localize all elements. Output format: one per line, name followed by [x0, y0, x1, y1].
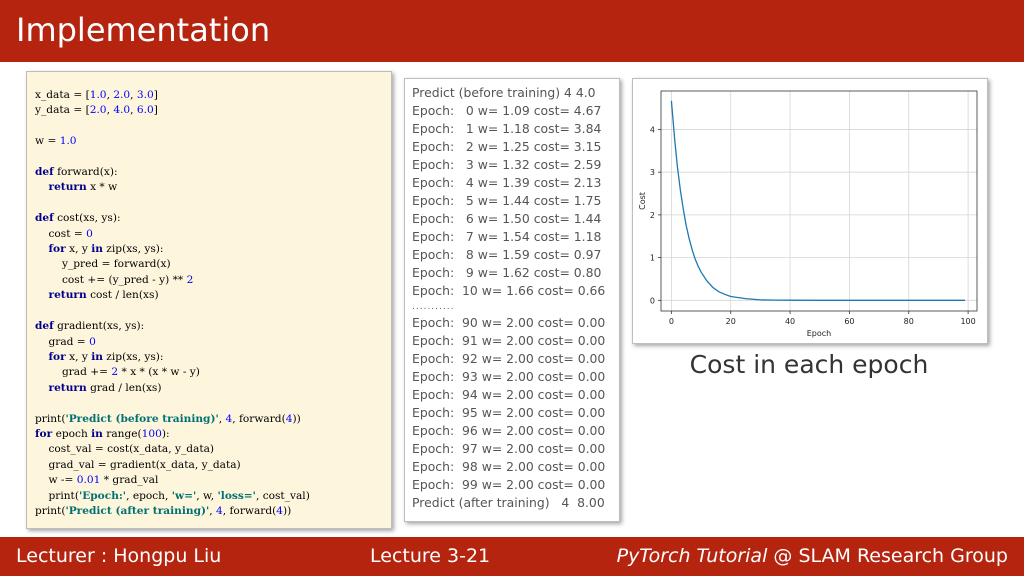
output-line: Epoch: 92 w= 2.00 cost= 0.00 [412, 351, 606, 366]
code-line: return cost / len(xs) [48, 289, 159, 302]
output-line: Epoch: 94 w= 2.00 cost= 0.00 [412, 387, 606, 402]
chart-caption: Cost in each epoch [689, 350, 929, 379]
footer-group: @ SLAM Research Group [767, 545, 1008, 567]
code-line: w = 1.0 [35, 135, 77, 148]
output-line: Epoch: 93 w= 2.00 cost= 0.00 [412, 369, 606, 384]
footer-lecture-number: Lecture 3-21 [370, 545, 491, 567]
y-tick-label: 4 [650, 125, 655, 134]
code-line: for x, y in zip(xs, ys): [48, 350, 164, 363]
output-line: Epoch: 0 w= 1.09 cost= 4.67 [412, 103, 602, 118]
code-line: return grad / len(xs) [48, 381, 162, 394]
x-tick-label: 0 [669, 317, 674, 326]
y-tick-label: 0 [650, 296, 655, 305]
x-tick-label: 100 [960, 317, 975, 326]
output-line: Predict (after training) 4 8.00 [412, 495, 605, 510]
console-output-panel: Predict (before training) 4 4.0 Epoch: 0 … [404, 78, 620, 522]
code-line: y_data = [2.0, 4.0, 6.0] [35, 104, 158, 117]
code-line: for x, y in zip(xs, ys): [48, 243, 164, 256]
code-line: w -= 0.01 * grad_val [48, 474, 159, 487]
code-line: x_data = [1.0, 2.0, 3.0] [35, 89, 158, 101]
y-axis-label: Cost [638, 192, 647, 210]
x-axis-label: Epoch [807, 329, 832, 338]
code-line: def cost(xs, ys): [35, 212, 121, 225]
slide-header: Implementation [0, 0, 1024, 62]
code-panel: x_data = [1.0, 2.0, 3.0] y_data = [2.0, … [26, 71, 392, 529]
footer-course-title: PyTorch Tutorial [616, 545, 768, 567]
slide-footer: Lecturer : Hongpu Liu Lecture 3-21 PyTor… [0, 537, 1024, 576]
output-line: Epoch: 3 w= 1.32 cost= 2.59 [412, 157, 602, 172]
cost-series-line [670, 100, 966, 301]
output-ellipsis: ........... [412, 302, 455, 312]
x-tick-label: 20 [726, 317, 736, 326]
code-block: x_data = [1.0, 2.0, 3.0] y_data = [2.0, … [35, 88, 310, 519]
code-line: print('Epoch:', epoch, 'w=', w, 'loss=',… [48, 489, 310, 502]
y-tick-label: 2 [650, 211, 655, 220]
output-line: Epoch: 8 w= 1.59 cost= 0.97 [412, 247, 602, 262]
cost-chart: 0 20 40 60 80 100 0 1 2 3 4 Epoch Cost [638, 90, 978, 338]
code-line: cost_val = cost(x_data, y_data) [48, 443, 215, 456]
output-line: Epoch: 1 w= 1.18 cost= 3.84 [412, 121, 602, 136]
output-line: Epoch: 5 w= 1.44 cost= 1.75 [412, 193, 602, 208]
output-line: Epoch: 99 w= 2.00 cost= 0.00 [412, 477, 606, 492]
output-line: Epoch: 98 w= 2.00 cost= 0.00 [412, 459, 606, 474]
code-line: print('Predict (after training)', 4, for… [35, 504, 292, 517]
code-line: grad += 2 * x * (x * w - y) [61, 366, 200, 379]
output-line: Epoch: 9 w= 1.62 cost= 0.80 [412, 265, 602, 280]
code-line: def forward(x): [35, 166, 118, 179]
plot-frame [660, 90, 978, 312]
output-line: Epoch: 10 w= 1.66 cost= 0.66 [412, 283, 606, 298]
code-line: return x * w [48, 181, 118, 194]
code-line: def gradient(xs, ys): [35, 320, 145, 333]
cost-chart-panel: 0 20 40 60 80 100 0 1 2 3 4 Epoch Cost [632, 78, 988, 344]
code-line: grad_val = gradient(x_data, y_data) [48, 458, 241, 471]
y-tick-label: 3 [650, 168, 655, 177]
output-line: Epoch: 95 w= 2.00 cost= 0.00 [412, 405, 606, 420]
output-line: Epoch: 6 w= 1.50 cost= 1.44 [412, 211, 602, 226]
code-line: cost = 0 [48, 227, 93, 240]
output-line: Epoch: 90 w= 2.00 cost= 0.00 [412, 315, 606, 330]
slide-title: Implementation [16, 11, 271, 49]
x-tick-label: 40 [785, 317, 795, 326]
y-tick-label: 1 [650, 254, 655, 263]
output-line: Predict (before training) 4 4.0 [412, 85, 596, 100]
footer-course: PyTorch Tutorial @ SLAM Research Group [617, 545, 1008, 567]
code-line: grad = 0 [48, 335, 96, 348]
output-line: Epoch: 2 w= 1.25 cost= 3.15 [412, 139, 602, 154]
output-line: Epoch: 91 w= 2.00 cost= 0.00 [412, 333, 606, 348]
code-line: cost += (y_pred - y) ** 2 [61, 273, 194, 286]
output-line: Epoch: 96 w= 2.00 cost= 0.00 [412, 423, 606, 438]
output-line: Epoch: 7 w= 1.54 cost= 1.18 [412, 229, 602, 244]
footer-lecturer: Lecturer : Hongpu Liu [16, 545, 222, 567]
code-line: print('Predict (before training)', 4, fo… [35, 412, 301, 425]
code-line: y_pred = forward(x) [61, 258, 171, 271]
x-tick-label: 80 [904, 317, 914, 326]
code-line: for epoch in range(100): [35, 427, 170, 440]
output-line: Epoch: 4 w= 1.39 cost= 2.13 [412, 175, 602, 190]
x-tick-label: 60 [844, 317, 854, 326]
output-line: Epoch: 97 w= 2.00 cost= 0.00 [412, 441, 606, 456]
